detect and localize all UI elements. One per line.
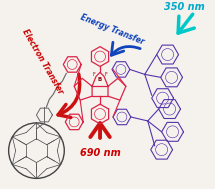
FancyArrowPatch shape bbox=[111, 42, 140, 55]
FancyArrowPatch shape bbox=[58, 74, 80, 117]
Text: Electron Transfer: Electron Transfer bbox=[20, 27, 65, 96]
FancyArrowPatch shape bbox=[90, 123, 110, 138]
Text: F: F bbox=[93, 72, 95, 77]
Text: B: B bbox=[98, 77, 102, 82]
Text: 690 nm: 690 nm bbox=[80, 148, 120, 158]
Text: 350 nm: 350 nm bbox=[164, 2, 205, 12]
Text: F: F bbox=[105, 72, 107, 77]
Text: Energy Transfer: Energy Transfer bbox=[79, 13, 145, 47]
FancyArrowPatch shape bbox=[178, 14, 194, 33]
